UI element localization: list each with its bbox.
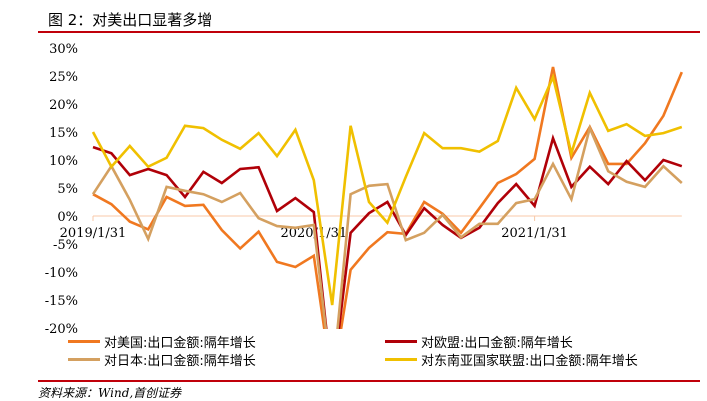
- y-tick-label: 5%: [57, 182, 78, 197]
- legend-swatch-asean: [385, 358, 417, 361]
- series-line-japan: [91, 124, 683, 329]
- y-tick-label: 25%: [49, 70, 78, 85]
- title-rule: [38, 31, 700, 33]
- series-line-eu: [92, 133, 683, 329]
- x-tick-label: 2019/1/31: [60, 226, 127, 241]
- legend-swatch-eu: [385, 340, 417, 343]
- footer-rule: [38, 380, 700, 382]
- legend-item-us: 对美国:出口金额:隔年增长: [68, 332, 256, 351]
- y-tick-label: 0%: [57, 210, 78, 225]
- legend-item-eu: 对欧盟:出口金额:隔年增长: [385, 332, 573, 351]
- y-tick-label: 20%: [49, 98, 78, 113]
- y-tick-label: -15%: [45, 294, 78, 309]
- y-tick-label: 15%: [49, 126, 78, 141]
- source-note: 资料来源：Wind,首创证券: [38, 386, 182, 400]
- x-tick-label: 2021/1/31: [501, 226, 568, 241]
- legend-item-japan: 对日本:出口金额:隔年增长: [68, 350, 256, 369]
- legend-label-asean: 对东南亚国家联盟:出口金额:隔年增长: [421, 354, 638, 369]
- figure-title: 图 2：对美出口显著多增: [48, 11, 213, 29]
- legend-item-asean: 对东南亚国家联盟:出口金额:隔年增长: [385, 350, 638, 369]
- y-tick-label: 10%: [49, 154, 78, 169]
- y-tick-label: -5%: [53, 238, 78, 253]
- legend-label-japan: 对日本:出口金额:隔年增长: [104, 354, 256, 369]
- legend-label-eu: 对欧盟:出口金额:隔年增长: [421, 336, 573, 351]
- legend-swatch-us: [68, 340, 100, 343]
- legend-label-us: 对美国:出口金额:隔年增长: [104, 336, 256, 351]
- series-line-us: [92, 66, 683, 329]
- y-tick-label: 30%: [49, 42, 78, 57]
- series-line-asean: [91, 73, 683, 306]
- y-tick-label: -20%: [45, 322, 78, 337]
- legend-swatch-japan: [68, 358, 100, 361]
- y-tick-label: -10%: [45, 266, 78, 281]
